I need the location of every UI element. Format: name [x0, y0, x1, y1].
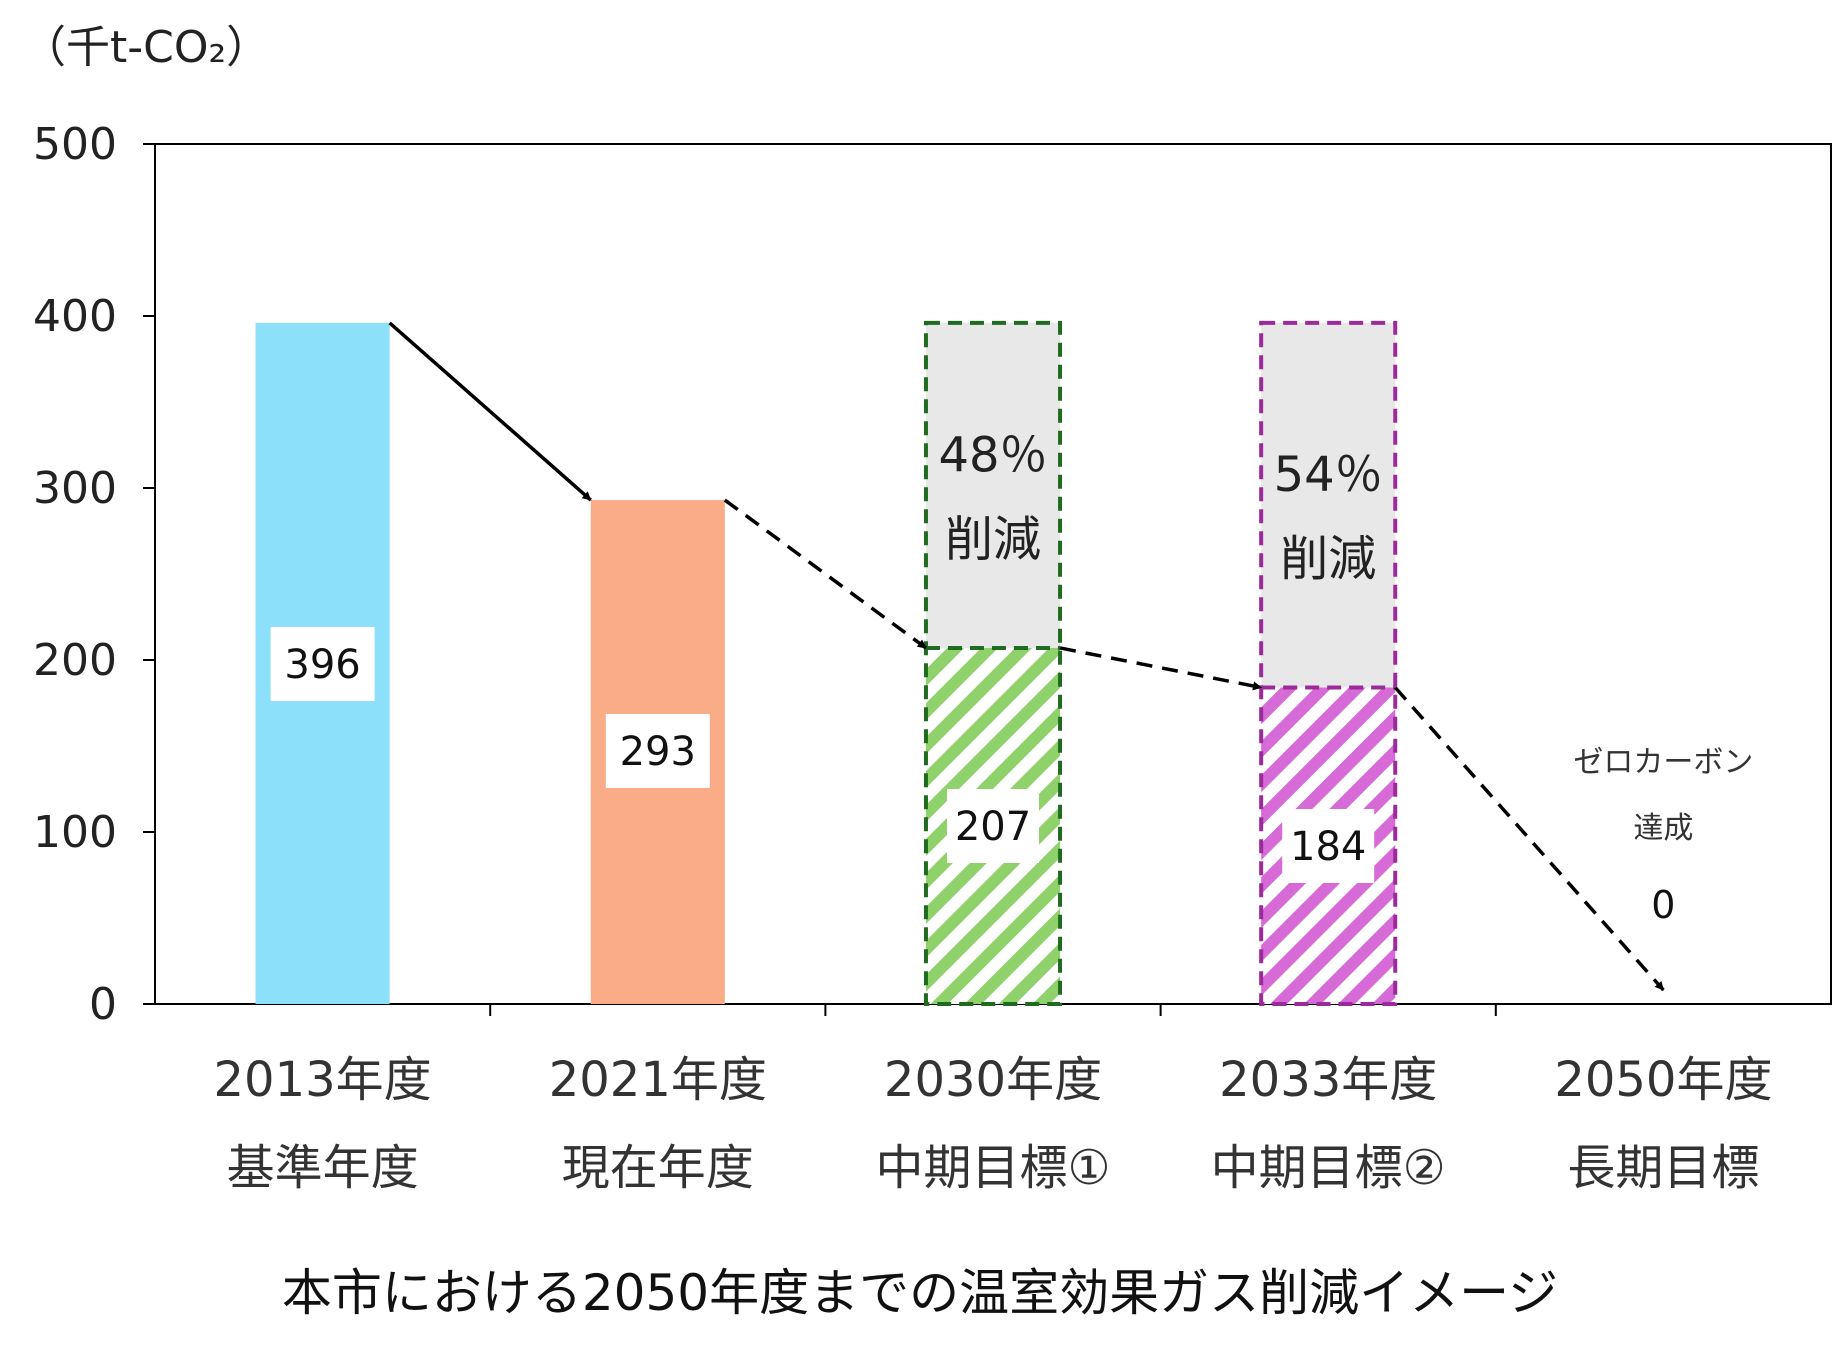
x-category-year: 2013年度	[214, 1052, 432, 1108]
reduction-text-3: 削減	[1280, 531, 1376, 587]
chart-title: 本市における2050年度までの温室効果ガス削減イメージ	[282, 1264, 1558, 1322]
trend-arrow-0	[388, 321, 592, 502]
data-label-box-0	[270, 627, 375, 701]
x-category-sub: 長期目標	[1567, 1140, 1759, 1196]
zero-carbon-note: ゼロカーボン	[1573, 745, 1753, 780]
reduction-box-3	[1261, 322, 1396, 688]
y-tick-label: 400	[33, 291, 117, 342]
trend-arrow-2	[1059, 646, 1263, 691]
trend-arrow-1	[723, 498, 927, 650]
x-category-year: 2021年度	[549, 1052, 767, 1108]
x-category-year: 2050年度	[1554, 1052, 1772, 1108]
reduction-text-2: 削減	[945, 511, 1041, 567]
data-label-box-1	[605, 714, 710, 788]
reduction-percent-3: 54％	[1274, 447, 1383, 503]
data-label-1: 293	[620, 729, 696, 775]
reduction-percent-2: 48％	[938, 427, 1047, 483]
unit-label: （千t-CO₂）	[22, 22, 270, 73]
reduction-box-2	[925, 322, 1061, 648]
data-label-4: 0	[1651, 883, 1675, 927]
bars	[255, 320, 1398, 1006]
y-tick-label: 100	[33, 807, 117, 858]
data-label-3: 184	[1290, 824, 1366, 870]
x-category-sub: 中期目標①	[875, 1140, 1110, 1196]
y-tick-label: 500	[33, 119, 117, 170]
trend-arrows	[388, 321, 1665, 992]
y-tick-label: 200	[33, 635, 117, 686]
reduction-outline-2	[923, 320, 1063, 1006]
x-category-sub: 基準年度	[227, 1140, 419, 1196]
x-category-year: 2030年度	[884, 1052, 1102, 1108]
zero-carbon-achieved: 達成	[1633, 811, 1693, 846]
data-label-box-3	[1282, 809, 1375, 883]
x-category-sub: 中期目標②	[1211, 1140, 1446, 1196]
data-label-box-2	[947, 789, 1039, 863]
x-category-year: 2033年度	[1219, 1052, 1437, 1108]
data-label-0: 396	[284, 642, 360, 688]
x-category-sub: 現在年度	[562, 1140, 754, 1196]
y-axis: 0 100 200 300 400 500	[33, 119, 155, 1030]
reduction-outline-3	[1259, 320, 1398, 1006]
y-tick-label: 0	[89, 979, 117, 1030]
trend-arrow-3	[1393, 686, 1665, 992]
data-label-2: 207	[955, 804, 1031, 850]
y-tick-label: 300	[33, 463, 117, 514]
